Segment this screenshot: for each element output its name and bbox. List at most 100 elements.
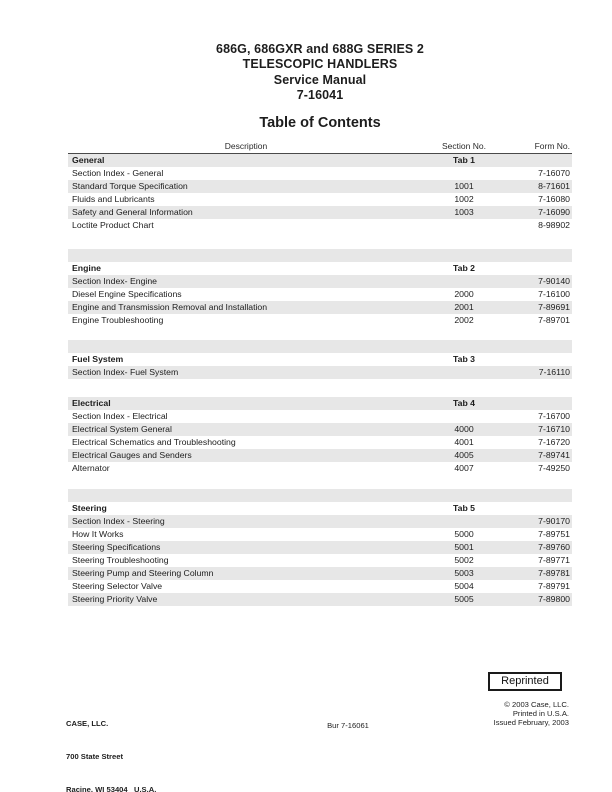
section-form-blank: [512, 353, 572, 366]
toc-row-section-no: [424, 275, 504, 288]
toc-row-description: Loctite Product Chart: [72, 220, 154, 230]
spacer-row: [68, 489, 572, 502]
toc-row-section-no: [424, 410, 504, 423]
publisher-street: 700 State Street: [66, 752, 123, 761]
toc-row-description: Alternator: [72, 463, 110, 473]
toc-row-section-no: 4000: [454, 424, 474, 434]
toc-row-section-no: 1002: [454, 194, 474, 204]
section-form-blank: [512, 397, 572, 410]
toc-row-form-no: 7-89701: [538, 315, 570, 325]
toc-row-description: How It Works: [72, 529, 124, 539]
colophon: © 2003 Case, LLC. Printed in U.S.A. Issu…: [494, 700, 569, 728]
toc-row-section-no: [424, 219, 504, 232]
column-header-description: Description: [224, 141, 268, 151]
publisher-address: CASE, LLC. 700 State Street Racine, WI 5…: [66, 696, 156, 792]
toc-row: Engine Troubleshooting 2002 7-89701: [68, 314, 572, 327]
page-title: Table of Contents: [259, 115, 381, 132]
toc-row-description: Section Index - General: [72, 168, 164, 178]
toc-row-form-no: 7-89741: [538, 450, 570, 460]
toc-table: General Tab 1 Section Index - General 7-160…: [68, 153, 572, 606]
column-headers: Description Section No. Form No.: [68, 140, 572, 153]
section-gap: [68, 327, 572, 340]
printed-in-line: Printed in U.S.A.: [512, 709, 569, 719]
toc-row-form-no: 7-90170: [538, 516, 570, 526]
toc-row-form-no: 7-89751: [538, 529, 570, 539]
section-gap: [68, 232, 572, 249]
toc-row-description: Electrical Gauges and Senders: [72, 450, 192, 460]
toc-row-form-no: 7-90140: [538, 276, 570, 286]
toc-row-form-no: 7-16720: [538, 437, 570, 447]
doc-title-number: 7-16041: [296, 87, 344, 102]
section-tab: Tab 2: [452, 263, 476, 273]
toc-row: Safety and General Information 1003 7-1609…: [68, 206, 572, 219]
toc-row: Section Index - General 7-16070: [68, 167, 572, 180]
toc-row-form-no: 7-16710: [538, 424, 570, 434]
toc-row-section-no: 4005: [454, 450, 474, 460]
toc-row-form-no: 7-16110: [538, 367, 570, 377]
toc-row: Diesel Engine Specifications 2000 7-16100: [68, 288, 572, 301]
toc-row-form-no: 7-89791: [538, 581, 570, 591]
toc-row-description: Section Index - Electrical: [72, 411, 168, 421]
toc-row-section-no: 5003: [454, 568, 474, 578]
toc-row: Standard Torque Specification 1001 8-71601: [68, 180, 572, 193]
bur-number: Bur 7-16061: [327, 721, 369, 730]
section-header-row-fuel-system: Fuel System Tab 3: [68, 353, 572, 366]
toc-row-description: Section Index- Engine: [72, 276, 158, 286]
toc-row: Electrical System General 4000 7-16710: [68, 423, 572, 436]
toc-row-section-no: [424, 366, 504, 379]
toc-row-form-no: 8-98902: [538, 220, 570, 230]
section-name: Engine: [72, 263, 101, 273]
toc-row-section-no: 1001: [454, 181, 474, 191]
toc-row: Engine and Transmission Removal and Inst…: [68, 301, 572, 314]
toc-row-section-no: 2001: [454, 302, 474, 312]
toc-row-form-no: 7-16700: [538, 411, 570, 421]
toc-row-form-no: 7-16080: [538, 194, 570, 204]
toc-row: Steering Specifications 5001 7-89760: [68, 541, 572, 554]
toc-row-form-no: 8-71601: [538, 181, 570, 191]
toc-row-section-no: 5001: [454, 542, 474, 552]
toc-row-form-no: 7-16070: [538, 168, 570, 178]
toc-row-form-no: 7-89800: [538, 594, 570, 604]
toc-table-wrap: Description Section No. Form No. General…: [68, 140, 572, 606]
toc-row-section-no: 4001: [454, 437, 474, 447]
toc-row: Steering Troubleshooting 5002 7-89771: [68, 554, 572, 567]
section-tab: Tab 3: [452, 354, 476, 364]
title-block: 686G, 686GXR and 688G SERIES 2 TELESCOPI…: [68, 42, 572, 131]
toc-row-description: Steering Priority Valve: [72, 594, 158, 604]
toc-row-form-no: 7-89781: [538, 568, 570, 578]
section-gap: [68, 379, 572, 397]
toc-row-section-no: 5004: [454, 581, 474, 591]
toc-row-section-no: 5005: [454, 594, 474, 604]
toc-row-description: Engine Troubleshooting: [72, 315, 164, 325]
section-tab: Tab 4: [452, 398, 476, 408]
spacer-row: [68, 249, 572, 262]
toc-row: Electrical Schematics and Troubleshootin…: [68, 436, 572, 449]
toc-row-section-no: 1003: [454, 207, 474, 217]
section-tab: Tab 1: [452, 155, 476, 165]
toc-row-description: Diesel Engine Specifications: [72, 289, 182, 299]
section-header-row-engine: Engine Tab 2: [68, 262, 572, 275]
toc-row: Section Index - Steering 7-90170: [68, 515, 572, 528]
toc-row: Section Index- Fuel System 7-16110: [68, 366, 572, 379]
column-header-form-no: Form No.: [534, 141, 570, 151]
toc-row-description: Section Index - Steering: [72, 516, 165, 526]
toc-row-form-no: 7-89771: [538, 555, 570, 565]
toc-row-description: Engine and Transmission Removal and Inst…: [72, 302, 268, 312]
toc-row: Steering Selector Valve 5004 7-89791: [68, 580, 572, 593]
toc-row-description: Steering Specifications: [72, 542, 161, 552]
toc-row: Loctite Product Chart 8-98902: [68, 219, 572, 232]
toc-row-section-no: [424, 515, 504, 528]
toc-row-description: Electrical System General: [72, 424, 172, 434]
toc-row: Section Index- Engine 7-90140: [68, 275, 572, 288]
toc-row-description: Safety and General Information: [72, 207, 193, 217]
doc-title-manual: Service Manual: [273, 72, 367, 87]
publisher-city: Racine, WI 53404 U.S.A.: [66, 785, 157, 792]
section-name: Electrical: [72, 398, 111, 408]
column-header-section-no: Section No.: [442, 141, 486, 151]
toc-row-description: Fluids and Lubricants: [72, 194, 155, 204]
toc-row-form-no: 7-16090: [538, 207, 570, 217]
section-header-row-electrical: Electrical Tab 4: [68, 397, 572, 410]
section-name: General: [72, 155, 105, 165]
publisher-name: CASE, LLC.: [66, 719, 109, 728]
